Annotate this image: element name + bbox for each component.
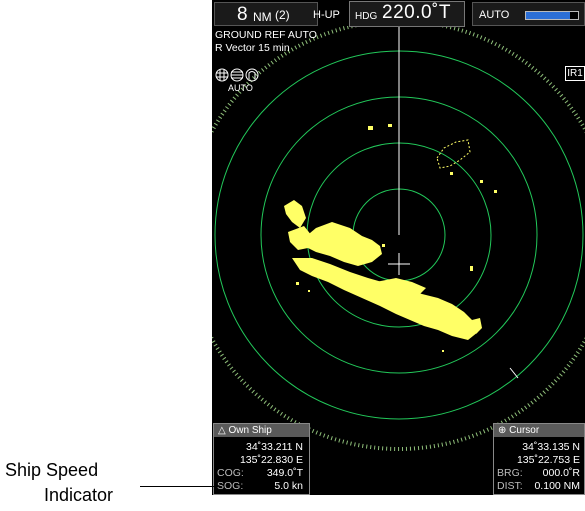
- gain-label: AUTO: [479, 9, 510, 21]
- cursor-tick: [509, 367, 519, 379]
- dist-value: 0.100 NM: [534, 480, 580, 492]
- own-ship-header: △ Own Ship: [214, 424, 309, 437]
- radar-screen[interactable]: 8 NM (2) H-UP HDG 220.0˚T AUTO GROUND RE…: [212, 0, 585, 495]
- rain-clutter-icon: [230, 68, 244, 82]
- auto-clutter-label: AUTO: [228, 83, 253, 93]
- triangle-icon: △: [218, 425, 226, 436]
- sog-label: SOG:: [217, 480, 244, 492]
- gain-bar-fill: [526, 12, 571, 19]
- heading-box: HDG 220.0˚T: [349, 1, 465, 27]
- annotation-line2: Indicator: [44, 485, 114, 505]
- cog-value: 349.0˚T: [266, 467, 303, 479]
- own-ship-lon: 135˚22.830 E: [239, 454, 303, 466]
- annotation-line1: Ship Speed: [5, 460, 99, 480]
- vector-text: R Vector 15 min: [215, 42, 290, 54]
- range-value: 8: [237, 4, 248, 25]
- crosshair-icon: ⊕: [498, 425, 507, 436]
- cog-label: COG:: [217, 467, 244, 479]
- radar-display[interactable]: [212, 0, 585, 495]
- dist-label: DIST:: [497, 480, 523, 492]
- heading-label: HDG: [355, 11, 378, 22]
- cursor-header: ⊕ Cursor: [494, 424, 584, 437]
- cursor-box[interactable]: ⊕ Cursor 34˚33.135 N 135˚22.753 E BRG: 0…: [493, 423, 585, 495]
- ground-ref-text: GROUND REF AUTO: [215, 29, 317, 41]
- brg-label: BRG:: [497, 467, 523, 479]
- sog-value: 5.0 kn: [274, 480, 303, 492]
- sea-clutter-icon: [215, 68, 229, 82]
- gain-box[interactable]: AUTO: [472, 2, 585, 26]
- range-unit: NM: [253, 10, 272, 24]
- own-ship-lat: 34˚33.211 N: [245, 441, 303, 453]
- echo-returns: [284, 124, 497, 352]
- annotation-leader-line: [140, 486, 216, 487]
- own-ship-title: Own Ship: [228, 425, 272, 436]
- cursor-lat: 34˚33.135 N: [522, 441, 580, 453]
- status-bar: 8 NM (2) H-UP HDG 220.0˚T AUTO: [212, 0, 585, 27]
- orientation-mode[interactable]: H-UP: [313, 9, 340, 21]
- tune-icon: [245, 68, 259, 82]
- range-count: (2): [275, 8, 290, 22]
- status-icons: [215, 68, 259, 82]
- brg-value: 000.0˚R: [542, 467, 580, 479]
- cursor-title: Cursor: [509, 425, 540, 436]
- heading-value: 220.0˚T: [382, 2, 451, 23]
- gain-bar[interactable]: [525, 11, 579, 20]
- range-box[interactable]: 8 NM (2): [214, 2, 318, 26]
- own-ship-box[interactable]: △ Own Ship 34˚33.211 N 135˚22.830 E COG:…: [213, 423, 310, 495]
- cursor-lon: 135˚22.753 E: [516, 454, 580, 466]
- interference-rejection-badge[interactable]: IR1: [565, 66, 585, 81]
- target-outline: [436, 139, 471, 169]
